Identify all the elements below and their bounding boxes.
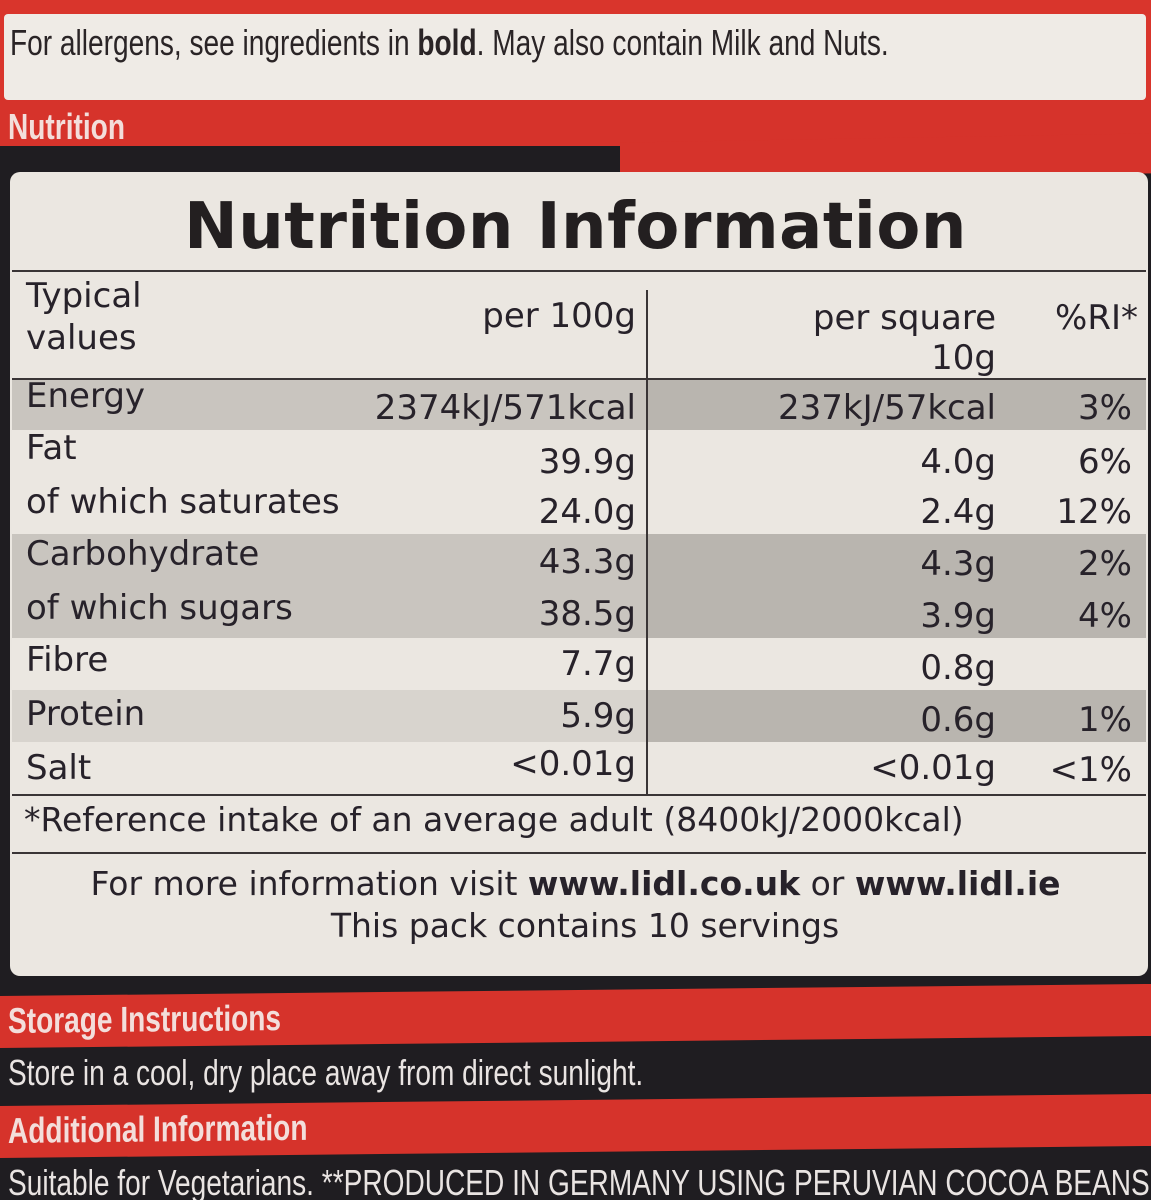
allergen-text-after: . May also contain Milk and Nuts. xyxy=(476,22,889,63)
storage-section-header: Storage Instructions xyxy=(0,983,1151,1049)
header-typical: Typical xyxy=(26,276,142,316)
additional-text: Suitable for Vegetarians. **PRODUCED IN … xyxy=(8,1162,1150,1200)
row-per-100g: 43.3g xyxy=(538,542,636,582)
more-info-prefix: For more information visit xyxy=(90,864,528,903)
shade-protein-left xyxy=(12,690,646,742)
row-per-square: 3.9g xyxy=(920,596,996,636)
allergen-statement: For allergens, see ingredients in bold. … xyxy=(10,22,1137,64)
servings-line: This pack contains 10 servings xyxy=(330,906,840,945)
row-per-100g: <0.01g xyxy=(510,744,636,784)
url-ie: www.lidl.ie xyxy=(854,864,1061,903)
header-ri: %RI* xyxy=(1055,298,1138,338)
row-name: of which sugars xyxy=(26,588,293,628)
header-values: values xyxy=(26,318,137,358)
row-ri: 1% xyxy=(1078,700,1132,740)
header-per-square: per square xyxy=(812,298,996,338)
shade-carb-left xyxy=(12,534,646,638)
row-name: Protein xyxy=(26,694,146,734)
column-divider xyxy=(646,290,648,794)
allergen-box xyxy=(4,14,1146,100)
additional-section-header: Additional Information xyxy=(0,1093,1151,1159)
shade-energy-left xyxy=(12,380,646,430)
additional-section-label: Additional Information xyxy=(8,1106,308,1151)
row-ri: 2% xyxy=(1078,544,1132,584)
footnote-bottom-line xyxy=(12,852,1146,854)
header-10g: 10g xyxy=(931,338,996,378)
row-name: Fat xyxy=(26,428,77,468)
row-ri: 12% xyxy=(1056,492,1132,532)
row-ri: 6% xyxy=(1078,442,1132,482)
row-per-square: 4.3g xyxy=(920,544,996,584)
reference-intake-footnote: *Reference intake of an average adult (8… xyxy=(24,800,964,839)
storage-text: Store in a cool, dry place away from dir… xyxy=(8,1052,644,1093)
table-top-line xyxy=(12,270,1146,272)
allergen-bold-word: bold xyxy=(417,22,477,63)
shade-protein-right xyxy=(648,690,1146,742)
rows-bottom-line xyxy=(12,794,1146,796)
more-info-line: For more information visit www.lidl.co.u… xyxy=(0,864,1151,903)
row-name: Salt xyxy=(26,748,92,788)
row-per-100g: 39.9g xyxy=(538,442,636,482)
row-ri: <1% xyxy=(1049,750,1132,790)
row-per-square: 0.8g xyxy=(920,648,996,688)
row-per-100g: 24.0g xyxy=(538,492,636,532)
row-per-square: <0.01g xyxy=(870,748,996,788)
row-per-100g: 7.7g xyxy=(560,644,636,684)
header-bottom-line xyxy=(12,378,1146,380)
allergen-text-before: For allergens, see ingredients in xyxy=(10,22,418,63)
more-info-or: or xyxy=(800,864,855,903)
row-ri: 3% xyxy=(1078,388,1132,428)
nutrition-section-label: Nutrition xyxy=(8,106,125,147)
row-name: Carbohydrate xyxy=(26,534,260,574)
row-ri: 4% xyxy=(1078,596,1132,636)
storage-section-label: Storage Instructions xyxy=(8,997,282,1041)
row-per-square: 4.0g xyxy=(920,442,996,482)
shade-carb-right xyxy=(648,534,1146,638)
shade-energy-right xyxy=(648,380,1146,430)
row-per-100g: 38.5g xyxy=(538,594,636,634)
header-per-100g: per 100g xyxy=(482,296,636,336)
url-uk: www.lidl.co.uk xyxy=(527,864,801,903)
row-name: of which saturates xyxy=(26,482,340,522)
row-per-100g: 5.9g xyxy=(560,696,636,736)
allergen-strip: For allergens, see ingredients in bold. … xyxy=(0,0,1151,112)
row-per-square: 0.6g xyxy=(920,700,996,740)
row-per-square: 2.4g xyxy=(920,492,996,532)
nutrition-title: Nutrition Information xyxy=(184,190,967,264)
row-name: Energy xyxy=(26,376,146,416)
row-per-100g: 2374kJ/571kcal xyxy=(374,388,636,428)
row-name: Fibre xyxy=(26,640,109,680)
row-per-square: 237kJ/57kcal xyxy=(778,388,996,428)
